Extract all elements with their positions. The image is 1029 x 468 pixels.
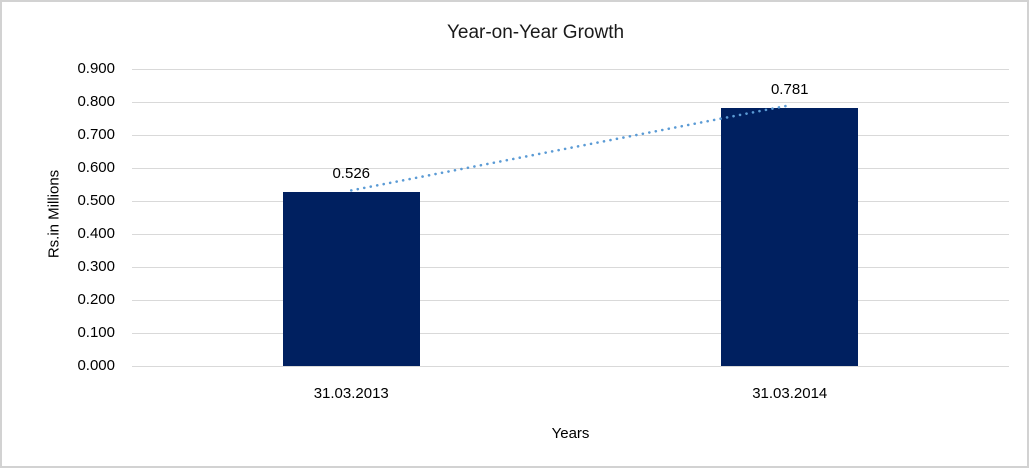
y-axis-tick-label: 0.900 [77,60,115,77]
y-axis-title: Rs.in Millions [45,169,63,259]
frame-border-top [0,0,175,2]
gridline [132,300,1009,301]
bar-31.03.2014 [721,108,859,366]
y-axis-tick-label: 0.300 [77,258,115,275]
gridline [132,267,1009,268]
gridline [132,366,1009,367]
y-axis-tick-label: 0.200 [77,291,115,308]
bar-data-label: 0.781 [770,81,809,99]
x-axis-tick-label: 31.03.2013 [313,385,389,402]
gridline [132,102,1009,103]
gridline [132,69,1009,70]
gridline [132,168,1009,169]
y-axis-tick-label: 0.100 [77,324,115,341]
y-axis-tick-label: 0.400 [77,225,115,242]
y-axis-tick-label: 0.600 [77,159,115,176]
gridline [132,135,1009,136]
y-axis-tick-label: 0.500 [77,192,115,209]
gridline [132,333,1009,334]
plot-area [132,69,1009,367]
x-axis-title: Years [551,425,590,442]
x-axis-tick-label: 31.03.2014 [752,385,828,402]
frame-border-left [0,0,2,454]
bar-31.03.2013 [282,192,420,366]
gridline [132,201,1009,202]
y-axis-tick-label: 0.000 [77,357,115,374]
bar-data-label: 0.526 [332,165,371,183]
chart-title: Year-on-Year Growth [446,22,625,43]
y-axis-tick-label: 0.800 [77,93,115,110]
y-axis-tick-label: 0.700 [77,126,115,143]
gridline [132,234,1009,235]
